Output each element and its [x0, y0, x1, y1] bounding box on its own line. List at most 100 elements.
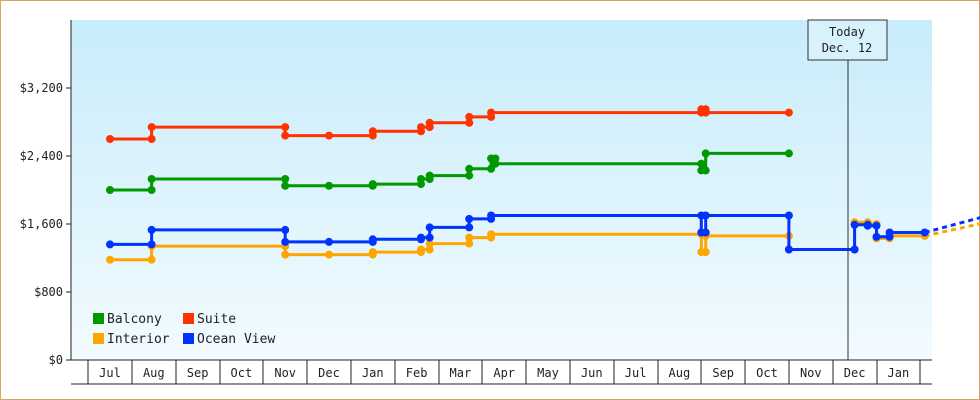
y-tick-label: $1,600 — [20, 217, 63, 231]
data-point — [425, 245, 434, 254]
data-point — [425, 223, 434, 232]
y-tick-label: $2,400 — [20, 149, 63, 163]
data-point — [417, 245, 425, 254]
data-point — [147, 225, 156, 234]
data-point — [281, 181, 290, 190]
data-point — [106, 240, 114, 249]
data-point — [701, 166, 710, 175]
data-point — [281, 123, 290, 132]
y-tick-label: $0 — [49, 353, 63, 367]
legend-label: Interior — [107, 332, 170, 347]
data-point — [281, 237, 290, 246]
data-point — [701, 228, 710, 237]
data-point — [465, 118, 474, 127]
legend-label: Suite — [197, 312, 236, 327]
data-point — [465, 214, 474, 223]
x-tick-label: Dec — [844, 366, 866, 380]
data-point — [872, 232, 881, 241]
y-tick-label: $3,200 — [20, 81, 63, 95]
x-tick-label: Feb — [406, 366, 428, 380]
data-point — [325, 237, 333, 246]
legend: Balcony Suite Interior Ocean View — [93, 312, 275, 347]
data-point — [465, 233, 474, 242]
data-point — [872, 221, 881, 230]
x-tick-label: Jul — [625, 366, 647, 380]
x-tick-label: Oct — [756, 366, 778, 380]
data-point — [465, 112, 474, 121]
data-point — [487, 211, 496, 220]
data-point — [487, 230, 496, 239]
data-point — [417, 233, 425, 242]
x-tick-label: Nov — [800, 366, 822, 380]
data-point — [147, 175, 156, 183]
data-point — [425, 171, 434, 180]
x-tick-label: Sep — [187, 366, 209, 380]
data-point — [368, 248, 377, 257]
x-tick-label: Oct — [231, 366, 253, 380]
data-point — [147, 240, 156, 249]
y-tick-label: $800 — [34, 285, 63, 299]
today-label-line1: Today — [829, 25, 865, 39]
legend-swatch — [93, 333, 104, 344]
today-label-line2: Dec. 12 — [822, 41, 873, 55]
data-point — [465, 223, 474, 232]
data-point — [425, 233, 434, 242]
series-suite — [106, 105, 793, 143]
data-point — [325, 181, 333, 190]
data-point — [106, 186, 114, 194]
data-point — [784, 245, 793, 254]
data-point — [863, 221, 872, 230]
data-point — [701, 149, 710, 158]
data-point — [487, 108, 496, 117]
data-point — [417, 123, 425, 132]
series-balcony — [106, 149, 793, 194]
data-point — [701, 248, 710, 257]
legend-swatch — [93, 313, 104, 324]
x-tick-label: Jun — [581, 366, 603, 380]
data-point — [281, 131, 290, 140]
x-tick-label: Aug — [143, 366, 165, 380]
legend-label: Balcony — [107, 312, 162, 327]
data-point — [147, 135, 156, 143]
today-box — [807, 19, 888, 61]
x-tick-label: Jan — [888, 366, 910, 380]
data-point — [147, 255, 156, 264]
x-tick-label: Jul — [99, 366, 121, 380]
x-tick-label: Dec — [318, 366, 340, 380]
data-point — [465, 164, 474, 173]
data-point — [106, 255, 114, 264]
data-point — [325, 250, 333, 259]
series-layer — [106, 105, 980, 264]
data-point — [106, 135, 114, 143]
data-point — [885, 228, 894, 237]
data-point — [417, 175, 425, 183]
data-point — [920, 228, 929, 237]
plot-area — [71, 20, 932, 360]
projection-line — [924, 216, 980, 234]
data-point — [281, 175, 290, 183]
x-tick-label: Aug — [669, 366, 691, 380]
data-point — [325, 131, 333, 140]
x-axis: Jul Aug Sep Oct Nov Dec Jan Feb Mar Apr May Jun Jul A… — [71, 359, 932, 385]
data-point — [147, 123, 156, 132]
data-point — [368, 235, 377, 244]
data-point — [281, 250, 290, 259]
y-axis: $0 $800 $1,600 $2,400 $3,200 — [20, 20, 72, 367]
data-point — [425, 118, 434, 127]
series-ocean-view — [106, 211, 929, 254]
data-point — [281, 225, 290, 234]
x-tick-label: Apr — [493, 366, 515, 380]
data-point — [697, 159, 706, 168]
x-tick-label: May — [537, 366, 559, 380]
legend-label: Ocean View — [197, 332, 275, 347]
legend-swatch — [183, 333, 194, 344]
data-point — [465, 239, 474, 248]
data-point — [491, 159, 500, 168]
data-point — [784, 149, 793, 158]
projection-line — [924, 222, 980, 238]
data-point — [368, 180, 377, 189]
data-point — [850, 245, 859, 254]
data-point — [368, 127, 377, 136]
x-tick-label: Mar — [450, 366, 472, 380]
